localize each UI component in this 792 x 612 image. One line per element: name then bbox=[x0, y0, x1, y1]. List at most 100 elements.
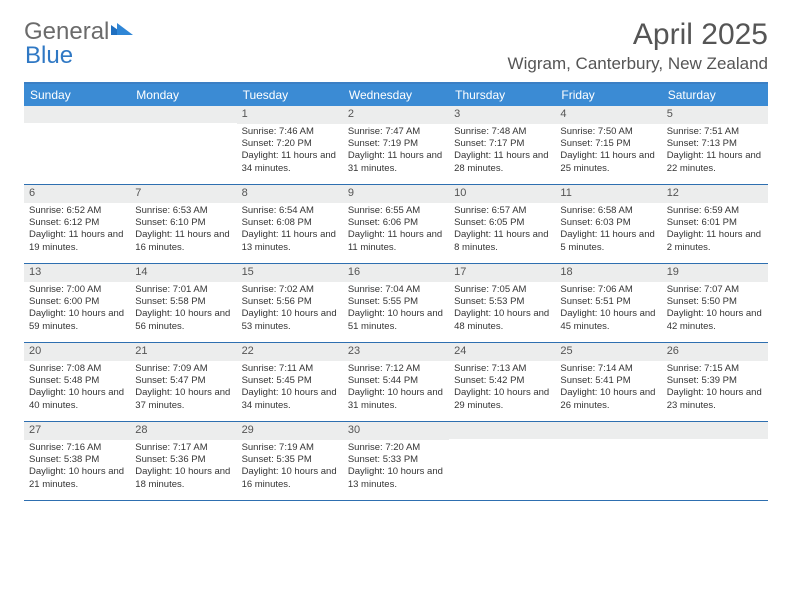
day-cell: 16Sunrise: 7:04 AMSunset: 5:55 PMDayligh… bbox=[343, 264, 449, 342]
sunset-line: Sunset: 6:12 PM bbox=[29, 217, 125, 229]
daylight-line: Daylight: 11 hours and 16 minutes. bbox=[135, 229, 231, 254]
day-content bbox=[130, 123, 236, 129]
sunset-line: Sunset: 7:15 PM bbox=[560, 138, 656, 150]
sunrise-line: Sunrise: 6:55 AM bbox=[348, 205, 444, 217]
day-cell: 2Sunrise: 7:47 AMSunset: 7:19 PMDaylight… bbox=[343, 106, 449, 184]
sunset-line: Sunset: 5:47 PM bbox=[135, 375, 231, 387]
day-content: Sunrise: 6:52 AMSunset: 6:12 PMDaylight:… bbox=[24, 203, 130, 258]
daylight-line: Daylight: 10 hours and 18 minutes. bbox=[135, 466, 231, 491]
daylight-line: Daylight: 11 hours and 19 minutes. bbox=[29, 229, 125, 254]
day-number: 26 bbox=[662, 343, 768, 361]
day-cell: 9Sunrise: 6:55 AMSunset: 6:06 PMDaylight… bbox=[343, 185, 449, 263]
day-cell: 14Sunrise: 7:01 AMSunset: 5:58 PMDayligh… bbox=[130, 264, 236, 342]
day-cell: 30Sunrise: 7:20 AMSunset: 5:33 PMDayligh… bbox=[343, 422, 449, 500]
day-number bbox=[24, 106, 130, 123]
day-number: 3 bbox=[449, 106, 555, 124]
sunrise-line: Sunrise: 7:46 AM bbox=[242, 126, 338, 138]
day-cell bbox=[662, 422, 768, 500]
sunset-line: Sunset: 6:05 PM bbox=[454, 217, 550, 229]
sunset-line: Sunset: 7:13 PM bbox=[667, 138, 763, 150]
day-number: 7 bbox=[130, 185, 236, 203]
sunset-line: Sunset: 5:45 PM bbox=[242, 375, 338, 387]
day-cell bbox=[24, 106, 130, 184]
day-content: Sunrise: 7:14 AMSunset: 5:41 PMDaylight:… bbox=[555, 361, 661, 416]
day-number: 4 bbox=[555, 106, 661, 124]
sunrise-line: Sunrise: 7:00 AM bbox=[29, 284, 125, 296]
day-number: 17 bbox=[449, 264, 555, 282]
day-number: 9 bbox=[343, 185, 449, 203]
day-content: Sunrise: 6:54 AMSunset: 6:08 PMDaylight:… bbox=[237, 203, 343, 258]
day-number: 30 bbox=[343, 422, 449, 440]
day-cell: 28Sunrise: 7:17 AMSunset: 5:36 PMDayligh… bbox=[130, 422, 236, 500]
sunrise-line: Sunrise: 7:07 AM bbox=[667, 284, 763, 296]
day-content: Sunrise: 7:01 AMSunset: 5:58 PMDaylight:… bbox=[130, 282, 236, 337]
day-number: 25 bbox=[555, 343, 661, 361]
sunset-line: Sunset: 5:38 PM bbox=[29, 454, 125, 466]
day-number bbox=[130, 106, 236, 123]
day-number: 18 bbox=[555, 264, 661, 282]
sunset-line: Sunset: 5:44 PM bbox=[348, 375, 444, 387]
sunrise-line: Sunrise: 7:01 AM bbox=[135, 284, 231, 296]
day-content: Sunrise: 7:06 AMSunset: 5:51 PMDaylight:… bbox=[555, 282, 661, 337]
day-number: 8 bbox=[237, 185, 343, 203]
day-number: 27 bbox=[24, 422, 130, 440]
week-row: 1Sunrise: 7:46 AMSunset: 7:20 PMDaylight… bbox=[24, 106, 768, 185]
day-cell bbox=[130, 106, 236, 184]
day-content: Sunrise: 7:12 AMSunset: 5:44 PMDaylight:… bbox=[343, 361, 449, 416]
sunset-line: Sunset: 5:53 PM bbox=[454, 296, 550, 308]
sunset-line: Sunset: 5:35 PM bbox=[242, 454, 338, 466]
day-number: 24 bbox=[449, 343, 555, 361]
day-cell bbox=[555, 422, 661, 500]
daylight-line: Daylight: 11 hours and 25 minutes. bbox=[560, 150, 656, 175]
day-cell: 1Sunrise: 7:46 AMSunset: 7:20 PMDaylight… bbox=[237, 106, 343, 184]
sunrise-line: Sunrise: 7:20 AM bbox=[348, 442, 444, 454]
day-cell: 22Sunrise: 7:11 AMSunset: 5:45 PMDayligh… bbox=[237, 343, 343, 421]
sunset-line: Sunset: 5:55 PM bbox=[348, 296, 444, 308]
day-number: 29 bbox=[237, 422, 343, 440]
daylight-line: Daylight: 10 hours and 56 minutes. bbox=[135, 308, 231, 333]
sunset-line: Sunset: 6:10 PM bbox=[135, 217, 231, 229]
day-content: Sunrise: 7:08 AMSunset: 5:48 PMDaylight:… bbox=[24, 361, 130, 416]
sunrise-line: Sunrise: 7:14 AM bbox=[560, 363, 656, 375]
sunrise-line: Sunrise: 7:48 AM bbox=[454, 126, 550, 138]
sunrise-line: Sunrise: 7:09 AM bbox=[135, 363, 231, 375]
day-content: Sunrise: 6:58 AMSunset: 6:03 PMDaylight:… bbox=[555, 203, 661, 258]
sunset-line: Sunset: 5:42 PM bbox=[454, 375, 550, 387]
day-number: 14 bbox=[130, 264, 236, 282]
day-cell: 3Sunrise: 7:48 AMSunset: 7:17 PMDaylight… bbox=[449, 106, 555, 184]
sunrise-line: Sunrise: 7:06 AM bbox=[560, 284, 656, 296]
day-content: Sunrise: 7:11 AMSunset: 5:45 PMDaylight:… bbox=[237, 361, 343, 416]
calendar-grid: SundayMondayTuesdayWednesdayThursdayFrid… bbox=[24, 82, 768, 501]
day-cell: 27Sunrise: 7:16 AMSunset: 5:38 PMDayligh… bbox=[24, 422, 130, 500]
day-content: Sunrise: 7:19 AMSunset: 5:35 PMDaylight:… bbox=[237, 440, 343, 495]
day-content bbox=[24, 123, 130, 129]
dow-cell: Monday bbox=[130, 84, 236, 106]
sunset-line: Sunset: 7:19 PM bbox=[348, 138, 444, 150]
day-cell: 20Sunrise: 7:08 AMSunset: 5:48 PMDayligh… bbox=[24, 343, 130, 421]
dow-cell: Wednesday bbox=[343, 84, 449, 106]
sunrise-line: Sunrise: 7:13 AM bbox=[454, 363, 550, 375]
day-content: Sunrise: 7:47 AMSunset: 7:19 PMDaylight:… bbox=[343, 124, 449, 179]
day-number bbox=[662, 422, 768, 439]
day-number: 21 bbox=[130, 343, 236, 361]
sunset-line: Sunset: 5:51 PM bbox=[560, 296, 656, 308]
dow-cell: Saturday bbox=[662, 84, 768, 106]
day-cell: 4Sunrise: 7:50 AMSunset: 7:15 PMDaylight… bbox=[555, 106, 661, 184]
day-content: Sunrise: 7:00 AMSunset: 6:00 PMDaylight:… bbox=[24, 282, 130, 337]
day-cell: 15Sunrise: 7:02 AMSunset: 5:56 PMDayligh… bbox=[237, 264, 343, 342]
day-number: 5 bbox=[662, 106, 768, 124]
sunset-line: Sunset: 5:33 PM bbox=[348, 454, 444, 466]
sunrise-line: Sunrise: 7:51 AM bbox=[667, 126, 763, 138]
day-cell: 18Sunrise: 7:06 AMSunset: 5:51 PMDayligh… bbox=[555, 264, 661, 342]
sunrise-line: Sunrise: 7:15 AM bbox=[667, 363, 763, 375]
day-cell: 21Sunrise: 7:09 AMSunset: 5:47 PMDayligh… bbox=[130, 343, 236, 421]
day-cell: 23Sunrise: 7:12 AMSunset: 5:44 PMDayligh… bbox=[343, 343, 449, 421]
day-cell bbox=[449, 422, 555, 500]
day-number: 23 bbox=[343, 343, 449, 361]
daylight-line: Daylight: 10 hours and 40 minutes. bbox=[29, 387, 125, 412]
day-number: 2 bbox=[343, 106, 449, 124]
sunrise-line: Sunrise: 6:58 AM bbox=[560, 205, 656, 217]
dow-cell: Thursday bbox=[449, 84, 555, 106]
daylight-line: Daylight: 10 hours and 29 minutes. bbox=[454, 387, 550, 412]
sunrise-line: Sunrise: 7:16 AM bbox=[29, 442, 125, 454]
